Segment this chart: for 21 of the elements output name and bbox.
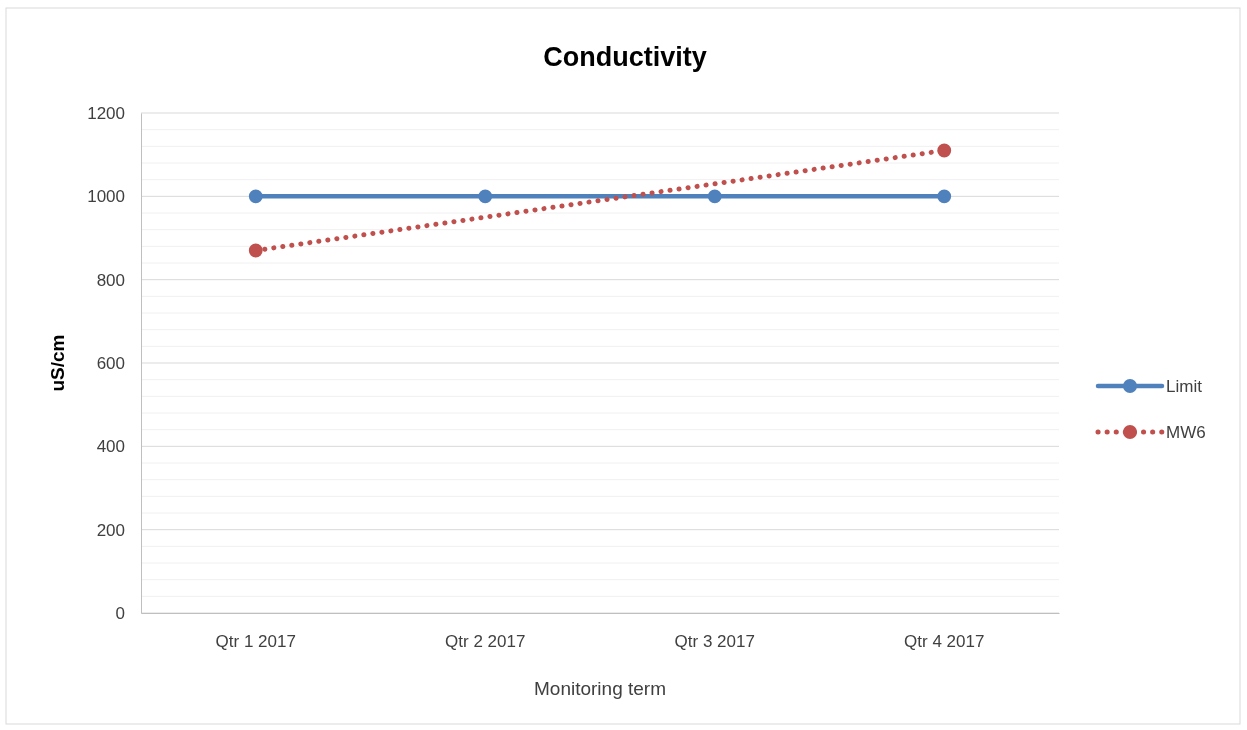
x-axis-title: Monitoring term	[534, 678, 666, 699]
x-tick-label: Qtr 1 2017	[215, 632, 296, 652]
point	[937, 189, 952, 204]
point	[707, 189, 722, 204]
y-tick-label: 200	[96, 520, 125, 540]
y-tick-label: 800	[96, 270, 125, 290]
y-tick-label: 1200	[87, 103, 125, 123]
point	[248, 243, 263, 258]
x-tick-label: Qtr 3 2017	[674, 632, 755, 652]
chart-title: Conductivity	[543, 42, 707, 72]
y-axis-title: uS/cm	[47, 334, 68, 392]
x-tick-label: Qtr 4 2017	[904, 632, 985, 652]
legend-label: Limit	[1166, 377, 1203, 396]
y-tick-label: 400	[96, 437, 125, 457]
point	[478, 189, 493, 204]
y-tick-label: 0	[115, 603, 125, 623]
point	[248, 189, 263, 204]
x-tick-label: Qtr 2 2017	[445, 632, 526, 652]
legend-label: MW6	[1166, 423, 1206, 442]
y-tick-label: 600	[96, 353, 125, 373]
y-tick-label: 1000	[87, 187, 125, 207]
